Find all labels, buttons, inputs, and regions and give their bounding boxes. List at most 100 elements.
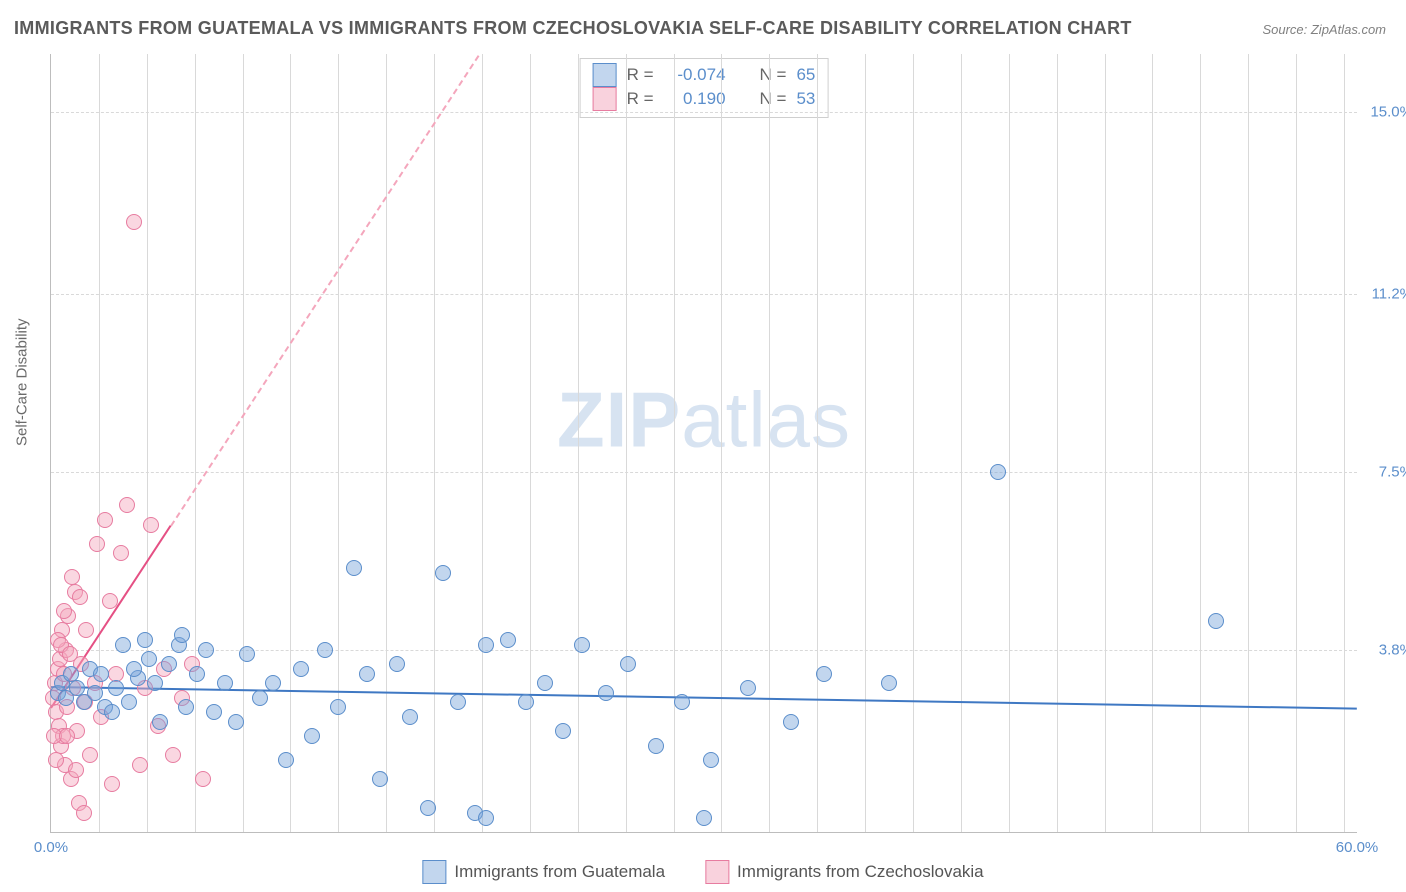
correlation-legend: R =-0.074N =65R =0.190N =53 bbox=[580, 58, 829, 118]
data-point-a bbox=[420, 800, 436, 816]
data-point-b bbox=[102, 593, 118, 609]
data-point-a bbox=[174, 627, 190, 643]
y-axis-label: Self-Care Disability bbox=[14, 318, 31, 446]
data-point-a bbox=[574, 637, 590, 653]
data-point-a bbox=[217, 675, 233, 691]
data-point-b bbox=[89, 536, 105, 552]
data-point-a bbox=[147, 675, 163, 691]
gridline-v bbox=[1152, 54, 1153, 832]
data-point-b bbox=[143, 517, 159, 533]
data-point-b bbox=[59, 728, 75, 744]
data-point-a bbox=[881, 675, 897, 691]
gridline-v bbox=[913, 54, 914, 832]
x-tick-label: 60.0% bbox=[1336, 839, 1379, 856]
data-point-b bbox=[62, 646, 78, 662]
data-point-a bbox=[252, 690, 268, 706]
data-point-b bbox=[76, 805, 92, 821]
legend-r-label: R = bbox=[627, 63, 654, 87]
gridline-v bbox=[721, 54, 722, 832]
data-point-a bbox=[478, 810, 494, 826]
data-point-a bbox=[141, 651, 157, 667]
data-point-a bbox=[389, 656, 405, 672]
legend-swatch bbox=[593, 87, 617, 111]
y-tick-label: 15.0% bbox=[1363, 103, 1406, 120]
data-point-a bbox=[696, 810, 712, 826]
data-point-a bbox=[555, 723, 571, 739]
data-point-a bbox=[478, 637, 494, 653]
data-point-a bbox=[1208, 613, 1224, 629]
trendline-a bbox=[51, 686, 1357, 710]
x-tick-label: 0.0% bbox=[34, 839, 68, 856]
gridline-v bbox=[1009, 54, 1010, 832]
watermark-light: atlas bbox=[681, 375, 851, 463]
data-point-a bbox=[317, 642, 333, 658]
data-point-a bbox=[518, 694, 534, 710]
data-point-a bbox=[228, 714, 244, 730]
data-point-b bbox=[56, 603, 72, 619]
data-point-a bbox=[450, 694, 466, 710]
y-tick-label: 3.8% bbox=[1363, 641, 1406, 658]
data-point-a bbox=[359, 666, 375, 682]
gridline-v bbox=[195, 54, 196, 832]
gridline-h bbox=[51, 294, 1357, 295]
data-point-b bbox=[68, 762, 84, 778]
data-point-b bbox=[104, 776, 120, 792]
data-point-a bbox=[108, 680, 124, 696]
data-point-a bbox=[239, 646, 255, 662]
data-point-a bbox=[783, 714, 799, 730]
data-point-a bbox=[620, 656, 636, 672]
series-legend-label: Immigrants from Czechoslovakia bbox=[737, 862, 984, 882]
gridline-v bbox=[147, 54, 148, 832]
legend-swatch bbox=[593, 63, 617, 87]
legend-r-label: R = bbox=[627, 87, 654, 111]
series-legend-label: Immigrants from Guatemala bbox=[454, 862, 665, 882]
series-legend: Immigrants from Guatemala Immigrants from… bbox=[422, 860, 983, 884]
data-point-b bbox=[82, 747, 98, 763]
data-point-b bbox=[97, 512, 113, 528]
data-point-a bbox=[198, 642, 214, 658]
data-point-a bbox=[121, 694, 137, 710]
data-point-a bbox=[648, 738, 664, 754]
data-point-a bbox=[990, 464, 1006, 480]
data-point-a bbox=[161, 656, 177, 672]
data-point-a bbox=[330, 699, 346, 715]
data-point-a bbox=[115, 637, 131, 653]
gridline-v bbox=[482, 54, 483, 832]
watermark-bold: ZIP bbox=[557, 375, 681, 463]
data-point-b bbox=[72, 589, 88, 605]
legend-swatch bbox=[422, 860, 446, 884]
legend-n-label: N = bbox=[760, 63, 787, 87]
data-point-b bbox=[64, 569, 80, 585]
trendline-b-extrapolated bbox=[170, 54, 479, 526]
gridline-v bbox=[386, 54, 387, 832]
data-point-a bbox=[402, 709, 418, 725]
gridline-v bbox=[817, 54, 818, 832]
gridline-v bbox=[1344, 54, 1345, 832]
data-point-a bbox=[152, 714, 168, 730]
data-point-a bbox=[265, 675, 281, 691]
data-point-a bbox=[537, 675, 553, 691]
series-legend-item: Immigrants from Guatemala bbox=[422, 860, 665, 884]
gridline-h bbox=[51, 472, 1357, 473]
data-point-b bbox=[165, 747, 181, 763]
data-point-a bbox=[304, 728, 320, 744]
plot-area: ZIPatlas R =-0.074N =65R =0.190N =53 3.8… bbox=[50, 54, 1357, 833]
data-point-a bbox=[740, 680, 756, 696]
data-point-a bbox=[674, 694, 690, 710]
data-point-a bbox=[293, 661, 309, 677]
data-point-a bbox=[87, 685, 103, 701]
gridline-v bbox=[626, 54, 627, 832]
gridline-v bbox=[1200, 54, 1201, 832]
gridline-v bbox=[1057, 54, 1058, 832]
gridline-v bbox=[530, 54, 531, 832]
gridline-v bbox=[1105, 54, 1106, 832]
data-point-a bbox=[598, 685, 614, 701]
legend-n-value: 65 bbox=[796, 63, 815, 87]
data-point-a bbox=[178, 699, 194, 715]
gridline-v bbox=[674, 54, 675, 832]
legend-n-label: N = bbox=[760, 87, 787, 111]
gridline-v bbox=[290, 54, 291, 832]
gridline-h bbox=[51, 112, 1357, 113]
data-point-a bbox=[189, 666, 205, 682]
gridline-v bbox=[1248, 54, 1249, 832]
